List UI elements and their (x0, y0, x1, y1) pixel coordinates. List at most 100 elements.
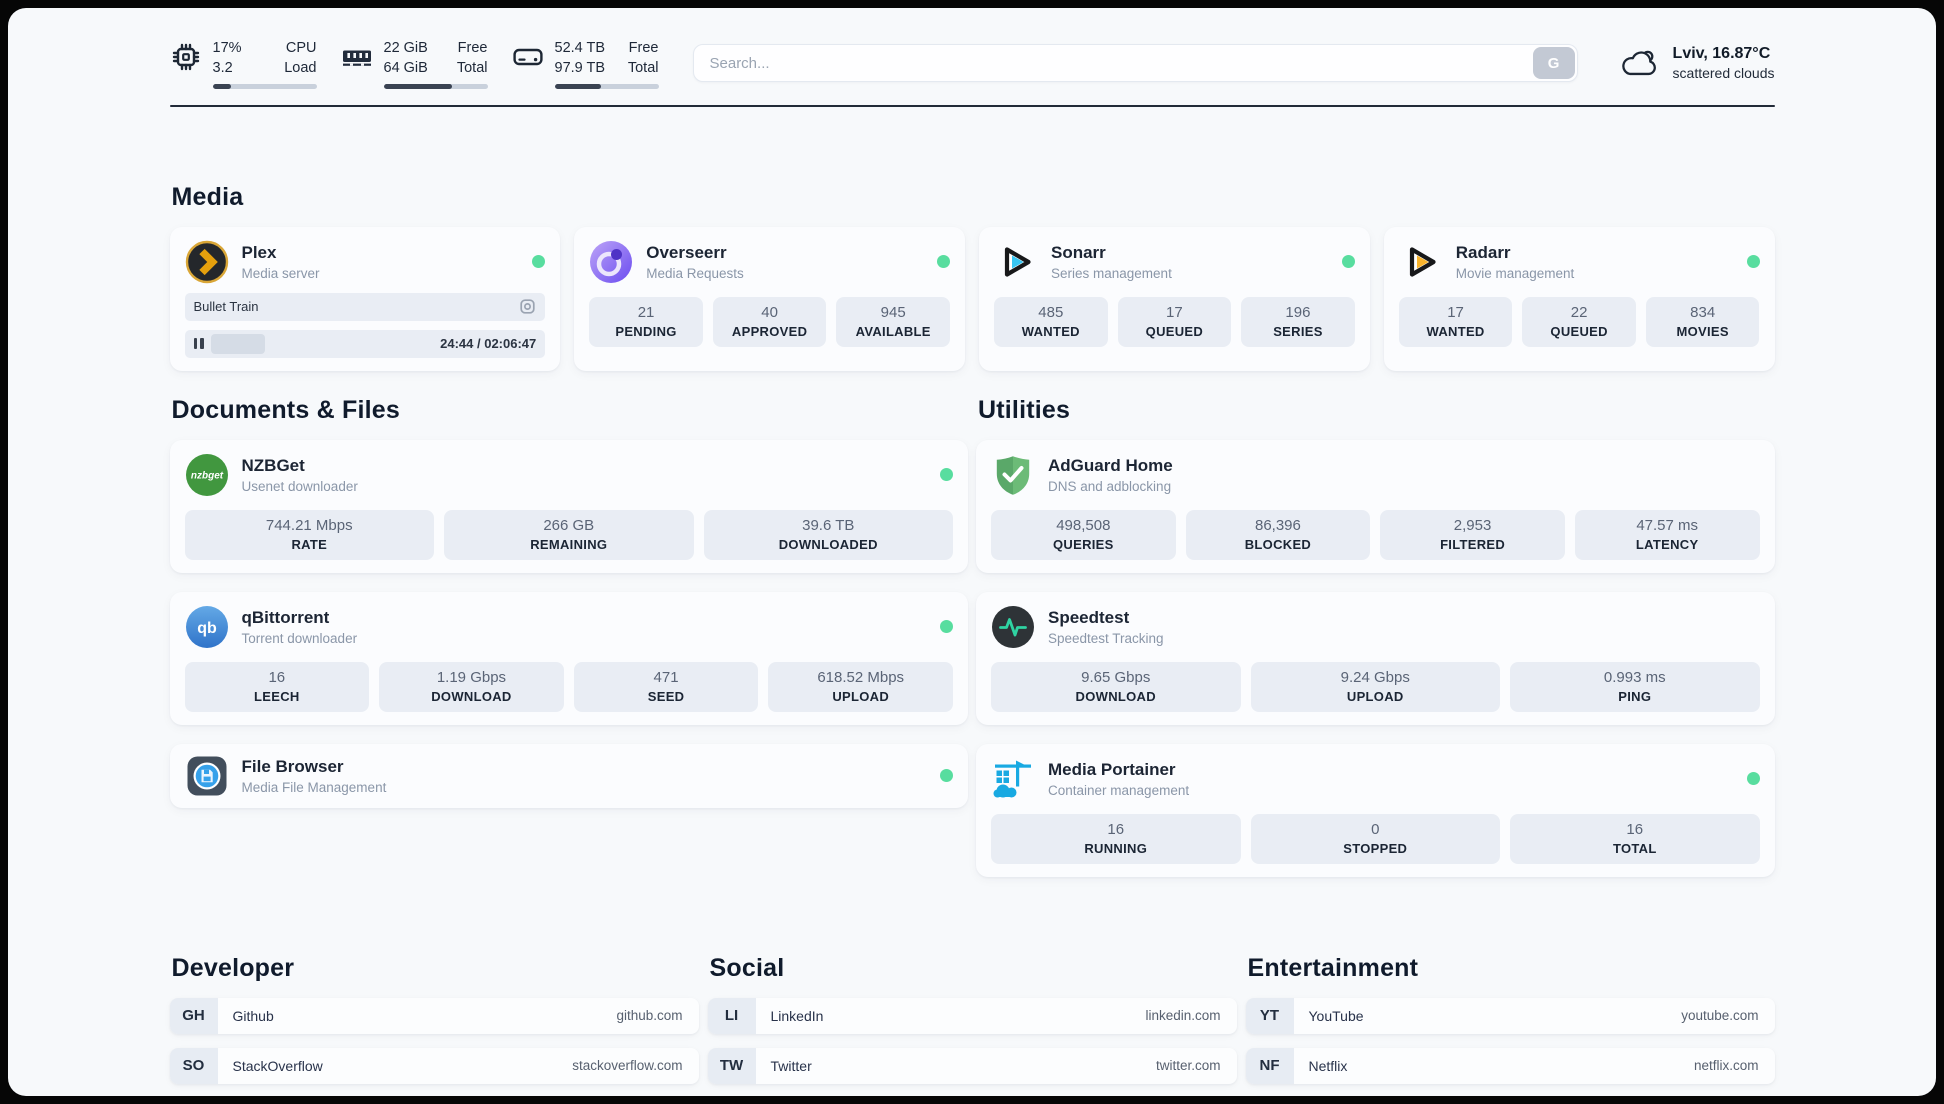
bookmark-linkedin[interactable]: LI LinkedIn linkedin.com (707, 997, 1237, 1034)
section-title-media: Media (171, 182, 244, 211)
bookmarks-developer: Developer GH Github github.com SO StackO… (169, 954, 699, 1097)
service-description: Media File Management (241, 779, 387, 795)
cpu-stat: 17% 3.2 CPU Load (170, 38, 317, 89)
service-card-overseerr[interactable]: Overseerr Media Requests 21 PENDING 40 A… (574, 226, 965, 371)
bookmark-youtube[interactable]: YT YouTube youtube.com (1245, 997, 1775, 1034)
bookmark-abbr: YT (1245, 997, 1294, 1034)
stat-queries: 498,508 QUERIES (991, 509, 1176, 560)
radarr-icon (1409, 246, 1436, 277)
service-name: Speedtest (1048, 607, 1130, 627)
section-media: Media Plex Media server (169, 182, 1775, 371)
stat-leech: 16 LEECH (184, 661, 370, 712)
qbittorrent-icon: qb (185, 605, 228, 648)
service-card-nzbget[interactable]: nzbget NZBGet Usenet downloader 744.21 M… (169, 439, 968, 573)
service-card-portainer[interactable]: Media Portainer Container management 16 … (976, 743, 1775, 877)
bookmark-name: Twitter (770, 1057, 812, 1074)
service-description: Torrent downloader (241, 630, 358, 646)
section-title-entertainment: Entertainment (1247, 953, 1419, 982)
svg-text:qb: qb (197, 620, 217, 637)
bookmark-url: linkedin.com (1145, 1008, 1221, 1023)
disk-stat: 52.4 TB 97.9 TB Free Total (512, 38, 659, 89)
disk-icon (512, 48, 543, 66)
service-name: NZBGet (241, 455, 305, 475)
bookmark-name: LinkedIn (770, 1007, 824, 1024)
stat-download: 9.65 Gbps DOWNLOAD (991, 661, 1241, 712)
session-view-icon[interactable] (519, 298, 536, 315)
adguard-icon (996, 455, 1030, 495)
bookmark-url: stackoverflow.com (572, 1058, 683, 1073)
status-online-dot (940, 769, 953, 782)
cpu-load-label: Load (284, 60, 317, 76)
status-online-dot (1746, 255, 1760, 268)
search-input[interactable] (692, 44, 1578, 83)
service-card-radarr[interactable]: Radarr Movie management 17 WANTED 22 QUE… (1383, 226, 1775, 371)
disk-total-value: 97.9 TB (554, 60, 606, 76)
status-online-dot (940, 468, 953, 481)
service-name: Plex (241, 242, 277, 262)
service-card-sonarr[interactable]: Sonarr Series management 485 WANTED 17 Q… (979, 226, 1370, 371)
service-description: Usenet downloader (241, 478, 358, 494)
section-title-utilities: Utilities (978, 395, 1071, 424)
disk-free-label: Free (628, 40, 659, 56)
service-card-filebrowser[interactable]: File Browser Media File Management (169, 743, 968, 808)
bookmark-stackoverflow[interactable]: SO StackOverflow stackoverflow.com (169, 1047, 699, 1084)
filebrowser-icon (187, 756, 226, 795)
cpu-progress-bar (212, 84, 317, 89)
ram-free-value: 22 GiB (383, 40, 428, 56)
stat-download: 1.19 Gbps DOWNLOAD (379, 661, 564, 712)
speedtest-icon (992, 605, 1034, 648)
disk-free-value: 52.4 TB (554, 40, 606, 56)
bookmark-abbr: SO (169, 1047, 218, 1084)
search-engine-button[interactable]: G (1532, 47, 1575, 80)
service-card-speedtest[interactable]: Speedtest Speedtest Tracking 9.65 Gbps D… (976, 591, 1775, 725)
nzbget-icon: nzbget (185, 453, 228, 496)
service-name: Media Portainer (1048, 759, 1176, 779)
cloud-icon (1621, 51, 1656, 76)
section-title-social: Social (709, 953, 785, 982)
weather-condition: scattered clouds (1672, 65, 1775, 82)
disk-progress-bar (554, 84, 659, 89)
bookmark-url: youtube.com (1681, 1008, 1759, 1023)
section-title-documents: Documents & Files (171, 395, 400, 424)
stat-remaining: 266 GB REMAINING (444, 509, 694, 560)
ram-icon (342, 50, 371, 66)
service-name: qBittorrent (241, 607, 330, 627)
bookmarks-entertainment: Entertainment YT YouTube youtube.com NF … (1245, 953, 1775, 1097)
service-description: Media server (241, 265, 320, 281)
bookmark-netflix[interactable]: NF Netflix netflix.com (1245, 1047, 1775, 1084)
pause-icon[interactable] (193, 338, 204, 349)
status-online-dot (532, 255, 546, 268)
service-card-adguard[interactable]: AdGuard Home DNS and adblocking 498,508 … (976, 439, 1775, 573)
stat-queued: 22 QUEUED (1522, 296, 1636, 347)
bookmark-abbr: LI (707, 997, 756, 1034)
stat-ping: 0.993 ms PING (1510, 661, 1760, 712)
weather-location: Lviv, 16.87°C (1672, 45, 1771, 63)
ram-total-label: Total (456, 60, 488, 76)
now-playing-row: Bullet Train (184, 292, 546, 321)
stat-rate: 744.21 Mbps RATE (184, 509, 434, 560)
status-online-dot (940, 620, 953, 633)
bookmark-github[interactable]: GH Github github.com (169, 997, 699, 1034)
bookmark-twitter[interactable]: TW Twitter twitter.com (707, 1047, 1237, 1084)
service-name: Overseerr (646, 242, 727, 262)
stat-latency: 47.57 ms LATENCY (1574, 509, 1760, 560)
ram-free-label: Free (457, 40, 488, 56)
bookmark-name: Github (232, 1007, 274, 1024)
ram-progress-bar (383, 84, 488, 89)
service-card-plex[interactable]: Plex Media server Bullet Train (169, 226, 561, 371)
status-online-dot (937, 255, 950, 268)
playback-progress-fill (210, 333, 266, 354)
status-online-dot (1746, 772, 1760, 785)
service-card-qbittorrent[interactable]: qb qBittorrent Torrent downloader 16 LEE… (169, 591, 968, 725)
section-utilities: Utilities (976, 396, 1775, 896)
bookmark-abbr: TW (707, 1047, 756, 1084)
service-name: File Browser (241, 756, 344, 776)
bookmark-abbr: GH (169, 997, 218, 1034)
dashboard-page: 17% 3.2 CPU Load (8, 8, 1936, 1096)
bookmark-url: netflix.com (1693, 1058, 1759, 1073)
stat-seed: 471 SEED (573, 661, 759, 712)
service-name: AdGuard Home (1048, 455, 1173, 475)
status-online-dot (1341, 255, 1355, 268)
service-description: Speedtest Tracking (1048, 630, 1164, 646)
bookmarks-social: Social LI LinkedIn linkedin.com TW Twitt… (707, 953, 1237, 1097)
